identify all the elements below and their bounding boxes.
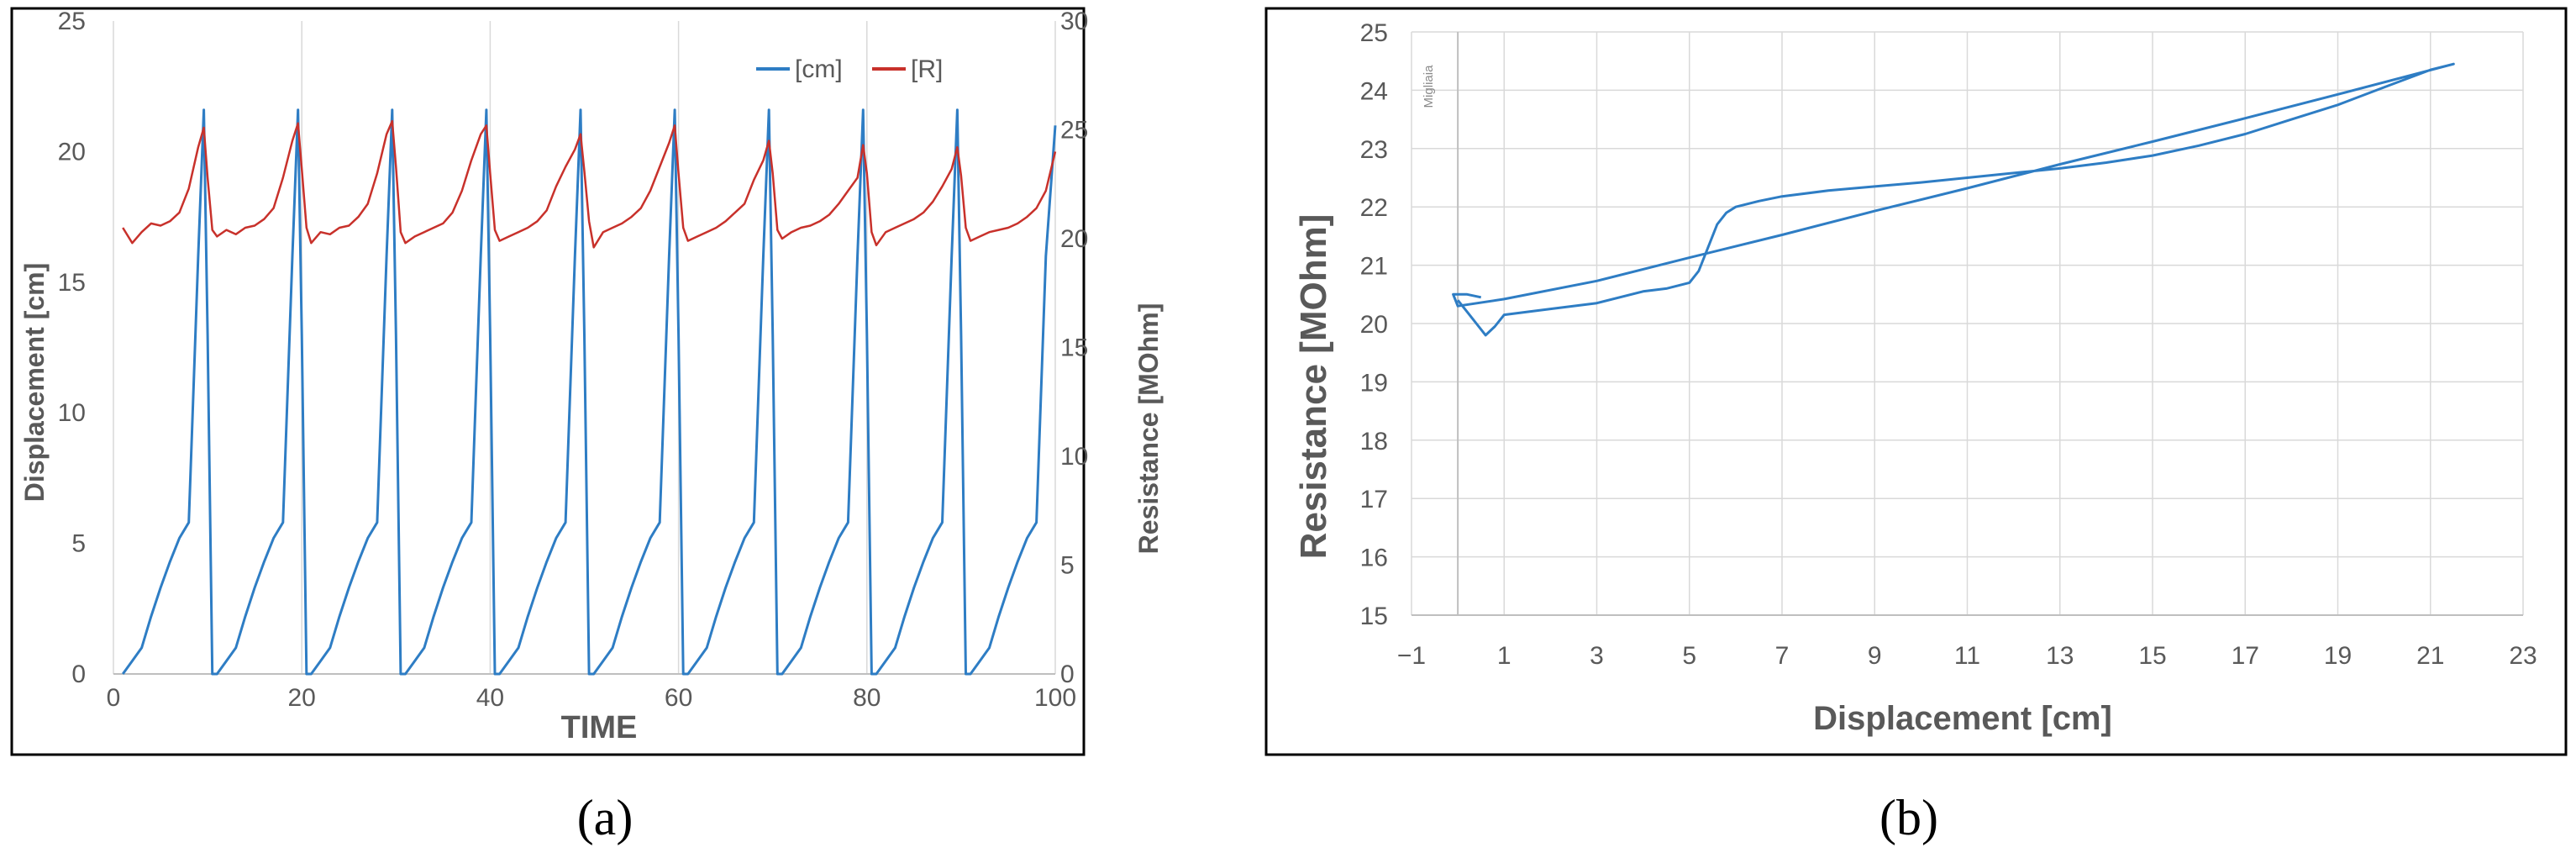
chart-a-legend: [cm] [R] — [756, 55, 943, 83]
chart-b-x-tick: 21 — [2416, 642, 2444, 670]
panel-a-label: (a) — [577, 790, 633, 845]
chart-b-x-tick: 1 — [1497, 642, 1511, 670]
chart-b-x-tick: 19 — [2324, 642, 2352, 670]
chart-b-y-tick: 20 — [1360, 311, 1388, 339]
chart-b-y-tick: 17 — [1360, 486, 1388, 513]
chart-b-x-tick: 15 — [2138, 642, 2166, 670]
chart-a-y2-tick: 20 — [1060, 225, 1088, 253]
legend-r-label: [R] — [911, 55, 943, 83]
chart-a-y2-tick: 0 — [1060, 661, 1075, 688]
chart-b-y-tick: 23 — [1360, 136, 1388, 164]
chart-b-x-tick: 5 — [1682, 642, 1696, 670]
chart-b-series-hysteresis — [1452, 62, 2455, 337]
chart-a-x-tick-labels: 0 20 40 60 80 100 — [107, 684, 1076, 712]
chart-b-frame — [1264, 7, 2568, 756]
chart-a-series-resistance — [122, 119, 1057, 249]
chart-a-y-tick: 25 — [58, 8, 86, 35]
chart-a-y-tick: 15 — [58, 269, 86, 297]
chart-a-y2-tick: 15 — [1060, 334, 1088, 362]
chart-a-y-tick: 5 — [71, 530, 86, 558]
chart-a-y-tick-labels: 0 5 10 15 20 25 — [58, 8, 86, 688]
chart-a-x-axis-title: TIME — [561, 710, 638, 745]
chart-b-x-tick-labels: −1 1 3 5 7 9 11 13 15 17 19 21 23 — [1397, 642, 2537, 670]
chart-b-y-tick: 24 — [1360, 77, 1388, 105]
chart-b-x-tick: 11 — [1954, 642, 1980, 670]
chart-a: 0 5 10 15 20 25 0 5 10 15 20 25 30 0 20 40 60 80 100 [cm… — [10, 7, 1164, 756]
chart-a-x-tick: 20 — [288, 684, 316, 712]
chart-a-x-tick: 80 — [853, 684, 881, 712]
chart-a-y2-tick-labels: 0 5 10 15 20 25 30 — [1060, 8, 1088, 688]
chart-b-y-tick: 19 — [1360, 369, 1388, 397]
chart-a-y2-tick: 5 — [1060, 552, 1075, 580]
chart-b-y-tick: 21 — [1360, 253, 1388, 281]
chart-b-y-tick: 16 — [1360, 545, 1388, 572]
chart-a-x-tick: 60 — [665, 684, 692, 712]
chart-a-y-tick: 20 — [58, 138, 86, 166]
chart-a-x-tick: 40 — [476, 684, 504, 712]
chart-a-frame — [10, 7, 1086, 756]
chart-b-y-tick: 18 — [1360, 428, 1388, 455]
chart-a-x-tick: 100 — [1034, 684, 1076, 712]
chart-b-y-tick: 15 — [1360, 603, 1388, 630]
chart-a-y-tick: 10 — [58, 399, 86, 427]
panel-b-label: (b) — [1879, 790, 1938, 845]
chart-a-y2-tick: 30 — [1060, 8, 1088, 35]
chart-b-x-tick: 7 — [1775, 642, 1790, 670]
chart-b-y-tick-labels: 15 16 17 18 19 20 21 22 23 24 25 — [1360, 19, 1388, 630]
chart-b-x-tick: 17 — [2232, 642, 2259, 670]
chart-b-x-tick: 23 — [2509, 642, 2537, 670]
chart-a-x-tick: 0 — [107, 684, 121, 712]
chart-b-x-tick: 3 — [1590, 642, 1604, 670]
chart-a-y-tick: 0 — [71, 661, 86, 688]
chart-b-unit-annotation: Migliaia — [1422, 65, 1436, 108]
chart-a-y-axis-title: Displacement [cm] — [19, 263, 50, 503]
chart-a-y2-tick: 10 — [1060, 443, 1088, 471]
chart-a-y2-axis-title: Resistance [MOhm] — [1133, 303, 1164, 555]
chart-b-x-tick: −1 — [1397, 642, 1426, 670]
chart-b-gridlines — [1411, 31, 2524, 616]
chart-b-x-tick: 9 — [1868, 642, 1882, 670]
chart-b-y-tick: 22 — [1360, 194, 1388, 222]
chart-a-y2-tick: 25 — [1060, 117, 1088, 145]
chart-a-series — [121, 108, 1057, 676]
chart-b-series — [1452, 62, 2455, 337]
chart-b-y-axis-title: Resistance [MOhm] — [1293, 214, 1334, 560]
chart-b-y-tick: 25 — [1360, 19, 1388, 47]
chart-a-series-displacement — [121, 108, 1057, 676]
chart-b-x-axis-title: Displacement [cm] — [1813, 700, 2112, 737]
legend-cm-label: [cm] — [795, 55, 843, 83]
chart-b-x-tick: 13 — [2046, 642, 2074, 670]
